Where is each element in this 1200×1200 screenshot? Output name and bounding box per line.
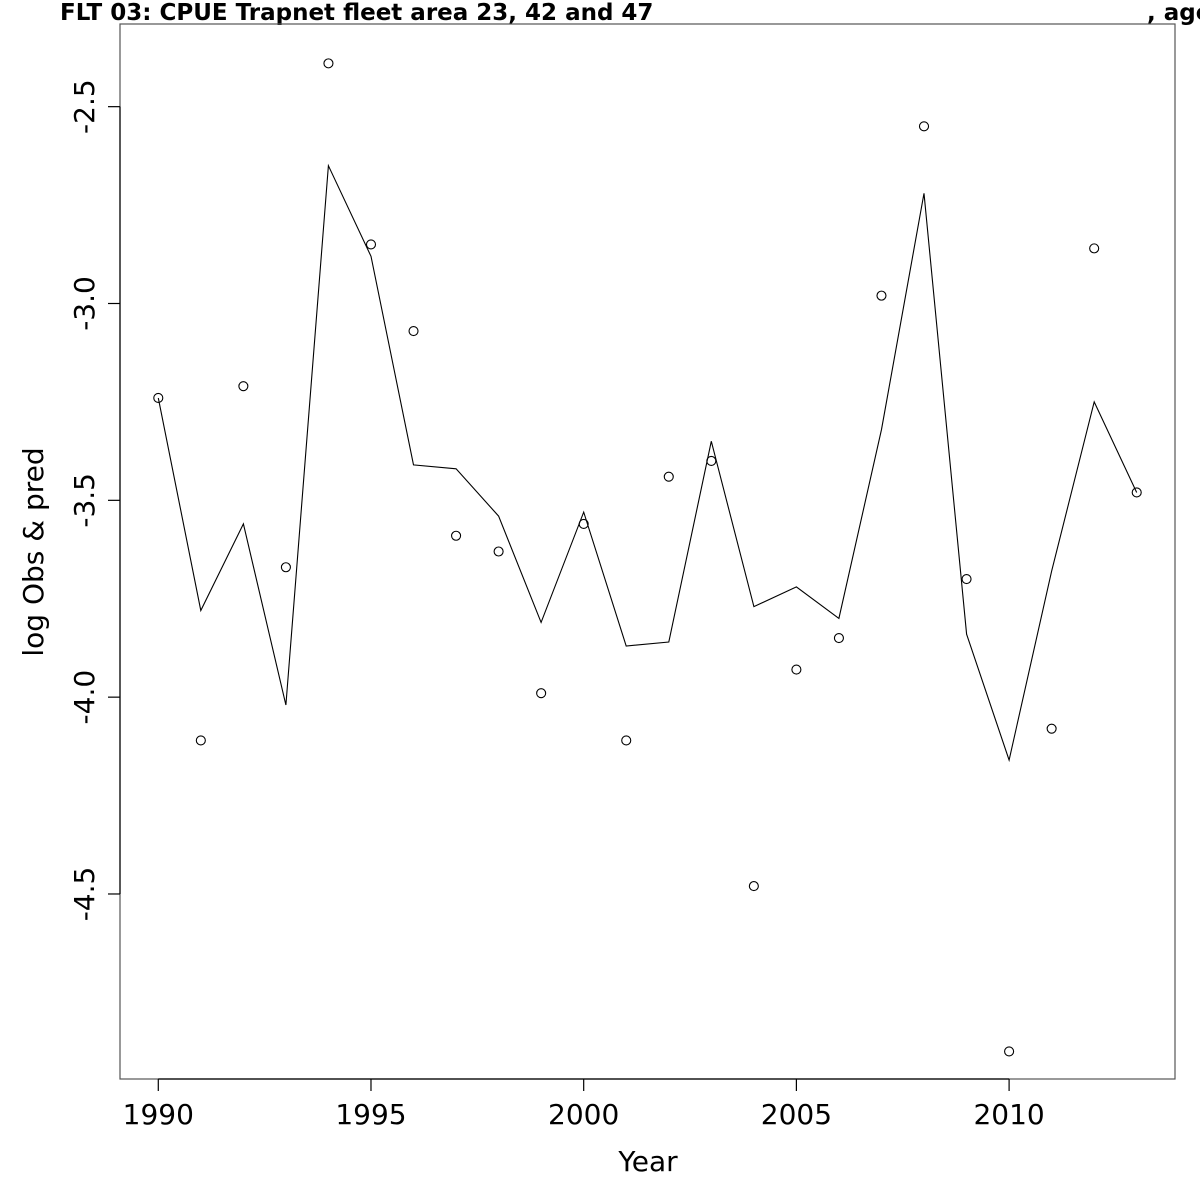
plot-frame bbox=[119, 23, 1176, 1080]
y-axis-label: log Obs & pred bbox=[17, 447, 50, 656]
observed-point bbox=[961, 574, 972, 585]
observed-point bbox=[280, 562, 291, 573]
observed-point bbox=[536, 688, 547, 699]
observed-point bbox=[876, 290, 887, 301]
observed-point bbox=[1004, 1046, 1015, 1057]
x-tick-label: 1990 bbox=[123, 1098, 194, 1131]
observed-point bbox=[153, 392, 164, 404]
x-axis: 1990 1995 2000 2005 2010 bbox=[123, 1078, 1045, 1131]
observed-point bbox=[238, 381, 249, 392]
chart-title: FLT 03: CPUE Trapnet fleet area 23, 42 a… bbox=[60, 0, 653, 26]
x-tick-label: 1995 bbox=[335, 1098, 406, 1131]
series-layer bbox=[153, 58, 1142, 1057]
observed-point bbox=[748, 881, 759, 892]
observed-point bbox=[451, 530, 462, 541]
observed-point bbox=[621, 735, 632, 746]
observed-point bbox=[706, 455, 717, 467]
x-tick-label: 2010 bbox=[973, 1098, 1044, 1131]
observed-point bbox=[408, 326, 419, 337]
observed-point bbox=[1089, 243, 1100, 254]
observed-point bbox=[323, 58, 334, 69]
observed-point bbox=[578, 518, 589, 529]
observed-point bbox=[1131, 487, 1142, 498]
x-tick-label: 2000 bbox=[548, 1098, 619, 1131]
observed-point bbox=[833, 633, 844, 644]
observed-point bbox=[791, 664, 802, 675]
observed-point bbox=[663, 471, 674, 482]
y-tick-label: -3.0 bbox=[68, 276, 101, 331]
y-axis: -2.5 -3.0 -3.5 -4.0 -4.5 bbox=[68, 79, 121, 922]
y-tick-label: -3.5 bbox=[68, 473, 101, 528]
y-tick-label: -2.5 bbox=[68, 79, 101, 134]
x-tick-label: 2005 bbox=[761, 1098, 832, 1131]
observed-point bbox=[1046, 723, 1057, 734]
y-tick-label: -4.5 bbox=[68, 867, 101, 922]
chart-title-suffix: , age bbox=[1147, 0, 1200, 26]
y-tick-label: -4.0 bbox=[68, 670, 101, 725]
observed-point bbox=[493, 546, 504, 557]
predicted-line bbox=[157, 163, 1138, 763]
observed-point bbox=[918, 121, 930, 132]
observed-point bbox=[365, 239, 377, 250]
x-axis-label: Year bbox=[617, 1145, 678, 1178]
observed-point bbox=[195, 735, 206, 746]
